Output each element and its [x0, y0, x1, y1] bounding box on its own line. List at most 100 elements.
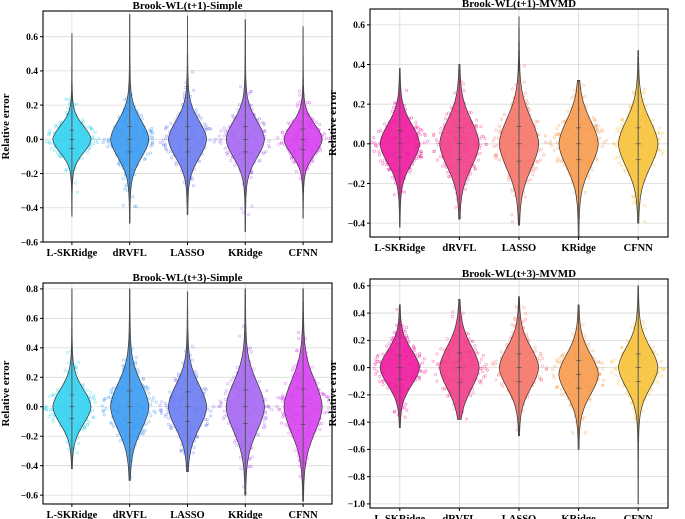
scatter-point: [615, 128, 619, 132]
scatter-point: [96, 141, 100, 145]
scatter-point: [473, 348, 477, 352]
scatter-point: [453, 91, 457, 95]
scatter-point: [209, 127, 213, 131]
scatter-point: [496, 136, 500, 140]
scatter-point: [139, 113, 143, 117]
scatter-point: [143, 428, 147, 432]
scatter-point: [64, 168, 68, 172]
scatter-point: [149, 414, 153, 418]
scatter-point: [479, 381, 483, 385]
scatter-point: [94, 138, 98, 142]
scatter-point: [556, 360, 560, 364]
scatter-point: [223, 130, 227, 134]
scatter-point: [612, 142, 616, 146]
scatter-point: [81, 428, 85, 432]
scatter-point: [621, 384, 625, 388]
scatter-point: [612, 142, 616, 146]
scatter-point: [414, 121, 418, 125]
scatter-point: [239, 467, 243, 471]
scatter-point: [405, 89, 409, 93]
scatter-point: [541, 356, 545, 360]
x-tick-label-KRidge: KRidge: [561, 243, 596, 254]
scatter-point: [544, 140, 548, 144]
scatter-point: [417, 354, 421, 358]
scatter-point: [643, 204, 647, 208]
violin-L-SKRidge: [44, 33, 101, 217]
scatter-point: [435, 379, 439, 383]
y-tick-label: 0.2: [26, 374, 38, 384]
scatter-point: [441, 386, 445, 390]
scatter-point: [610, 370, 614, 374]
scatter-point: [657, 137, 661, 141]
scatter-point: [263, 411, 267, 415]
scatter-point: [629, 402, 633, 406]
scatter-point: [161, 142, 165, 146]
scatter-point: [588, 398, 592, 402]
scatter-point: [504, 343, 508, 347]
scatter-point: [591, 115, 595, 119]
y-axis-label: Relative error: [0, 360, 12, 426]
scatter-point: [548, 142, 552, 146]
scatter-point: [218, 140, 222, 144]
scatter-point: [85, 150, 89, 154]
y-tick-label: 0.2: [353, 337, 365, 347]
scatter-point: [164, 147, 168, 151]
scatter-point: [239, 84, 243, 88]
scatter-point: [652, 349, 656, 353]
x-tick-label-CFNN: CFNN: [624, 514, 654, 519]
scatter-point: [93, 131, 97, 135]
scatter-point: [549, 140, 553, 144]
scatter-point: [121, 203, 125, 207]
scatter-point: [377, 129, 381, 133]
violin-KRidge: [217, 288, 274, 496]
y-tick-label: −0.6: [348, 446, 366, 456]
y-tick-label: 0.6: [353, 21, 365, 31]
scatter-point: [647, 392, 651, 396]
panel-1: −0.6 −0.4 −0.2 0.0 0.2 0.4 0.6 L-SKRidge dRVFL LA…: [0, 0, 333, 259]
scatter-point: [51, 394, 55, 398]
scatter-point: [297, 336, 301, 340]
scatter-point: [598, 136, 602, 140]
scatter-point: [471, 391, 475, 395]
scatter-point: [510, 213, 514, 217]
scatter-point: [326, 395, 330, 399]
y-tick-label: 0.4: [353, 61, 365, 71]
scatter-point: [298, 93, 302, 97]
scatter-point: [416, 375, 420, 379]
scatter-point: [461, 82, 465, 86]
scatter-point: [553, 133, 557, 137]
scatter-point: [324, 136, 328, 140]
scatter-point: [616, 126, 620, 130]
scatter-point: [556, 158, 560, 162]
scatter-point: [124, 184, 128, 188]
scatter-point: [140, 117, 144, 121]
scatter-point: [47, 140, 51, 144]
scatter-point: [44, 405, 48, 409]
scatter-point: [179, 449, 183, 453]
scatter-point: [232, 375, 236, 379]
scatter-point: [661, 367, 665, 371]
scatter-point: [64, 111, 68, 115]
scatter-point: [498, 124, 502, 128]
scatter-point: [134, 356, 138, 360]
scatter-point: [118, 439, 122, 443]
scatter-point: [262, 123, 266, 127]
scatter-point: [433, 149, 437, 153]
scatter-point: [657, 127, 661, 131]
scatter-point: [424, 369, 428, 373]
scatter-point: [426, 139, 430, 143]
scatter-point: [276, 136, 280, 140]
scatter-point: [502, 113, 506, 117]
scatter-point: [444, 117, 448, 121]
scatter-point: [571, 332, 575, 336]
scatter-point: [57, 121, 61, 125]
scatter-point: [103, 396, 107, 400]
x-tick-label-dRVFL: dRVFL: [113, 248, 147, 259]
scatter-point: [212, 140, 216, 144]
scatter-point: [474, 118, 478, 122]
scatter-point: [101, 409, 105, 413]
scatter-point: [264, 397, 268, 401]
scatter-point: [552, 136, 556, 140]
scatter-point: [280, 421, 284, 425]
scatter-point: [204, 126, 208, 130]
